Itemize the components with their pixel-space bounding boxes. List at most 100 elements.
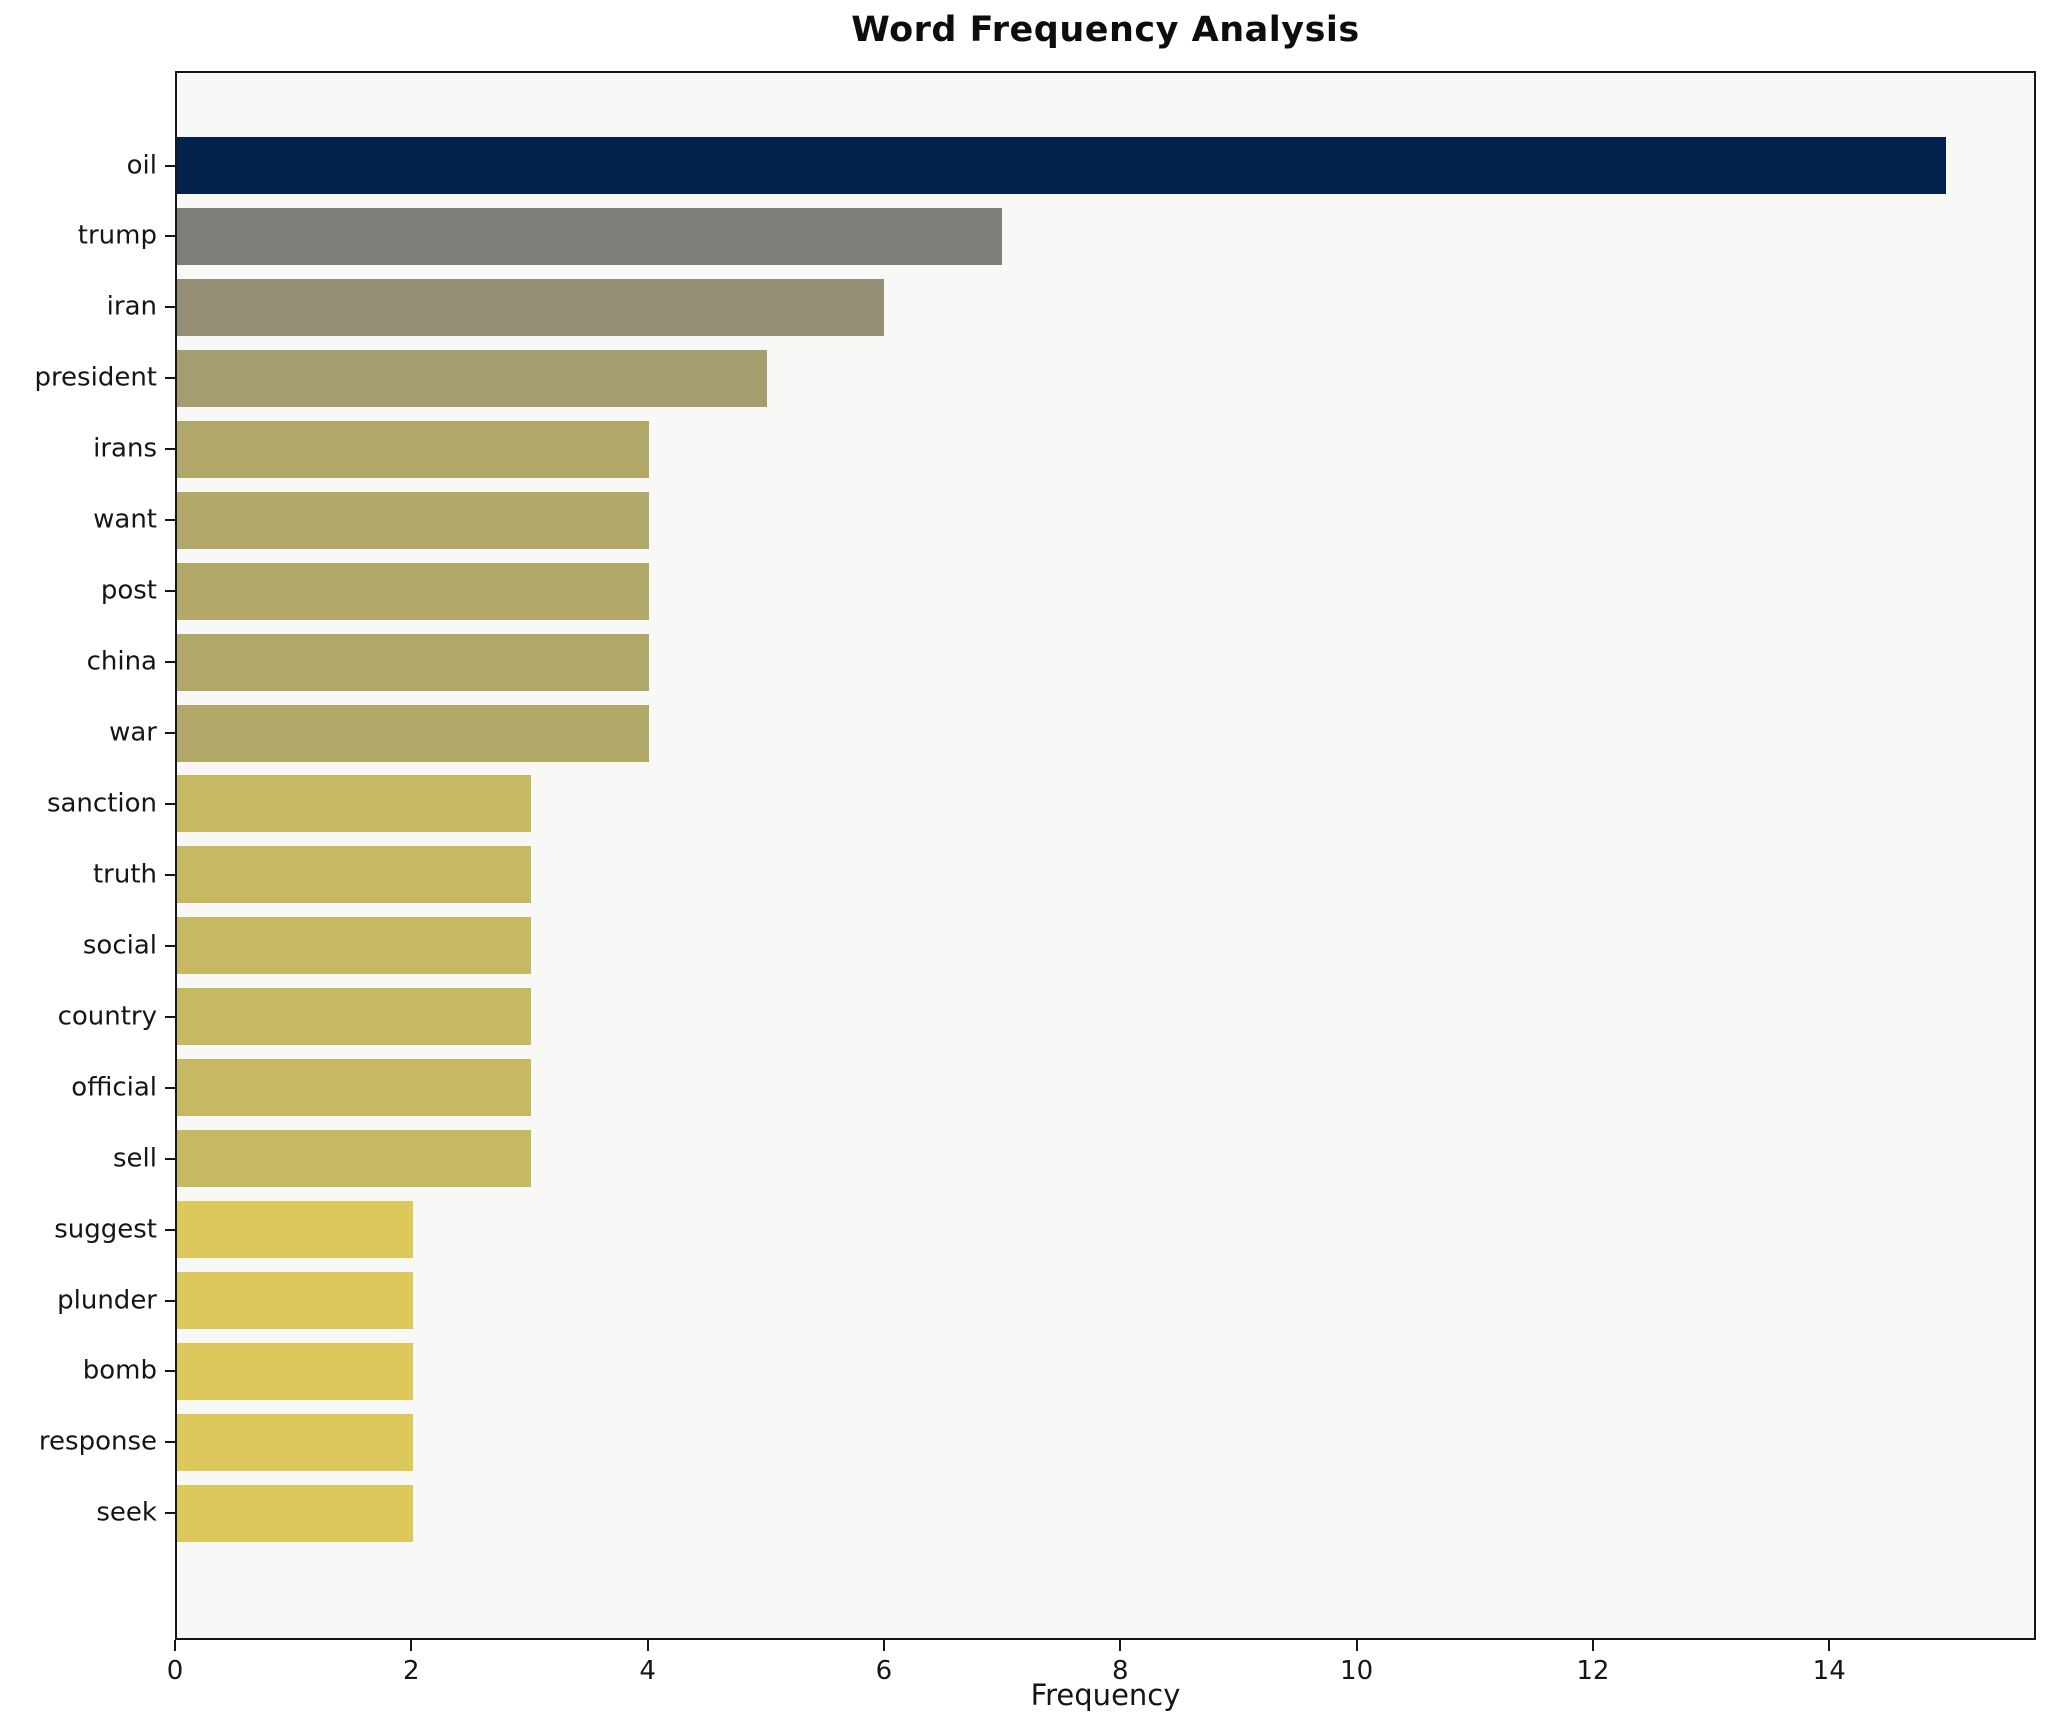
frequency-bar xyxy=(177,420,649,478)
x-axis-tick-label: 0 xyxy=(166,1656,184,1686)
y-axis-tick-mark xyxy=(165,1441,175,1444)
y-axis-tick-mark xyxy=(165,1299,175,1302)
y-axis-category-label: sanction xyxy=(46,788,157,819)
y-axis-category-label: plunder xyxy=(57,1284,157,1315)
y-axis-tick-mark xyxy=(165,590,175,593)
x-axis-tick-label: 4 xyxy=(639,1656,656,1686)
bar-row: sanction xyxy=(47,775,2034,833)
y-axis-tick-mark xyxy=(165,306,175,309)
y-axis-tick-mark xyxy=(165,802,175,805)
frequency-bar xyxy=(177,1059,531,1117)
x-axis-tick-mark xyxy=(174,1640,176,1651)
y-axis-tick-mark xyxy=(165,732,175,734)
y-axis-category-label: post xyxy=(100,575,157,606)
bar-row: sell xyxy=(113,1130,2034,1188)
frequency-bar xyxy=(177,775,531,833)
bar-row: war xyxy=(109,704,2034,762)
frequency-bar xyxy=(177,988,531,1046)
y-axis-tick-mark xyxy=(165,661,175,664)
frequency-bar xyxy=(177,349,767,407)
x-axis-title: Frequency xyxy=(1030,1678,1181,1712)
bar-row: suggest xyxy=(54,1201,2034,1259)
bar-row: plunder xyxy=(57,1272,2034,1329)
x-axis-tick-label: 12 xyxy=(1576,1656,1610,1686)
y-axis-category-label: suggest xyxy=(54,1213,157,1244)
y-axis-tick-mark xyxy=(165,519,175,522)
x-axis-tick-mark xyxy=(1591,1640,1594,1651)
plot-area: oil trump iran president irans want xyxy=(34,71,2036,1640)
x-axis-tick-label: 10 xyxy=(1340,1656,1374,1686)
frequency-bar xyxy=(177,1484,413,1542)
y-axis-tick-mark xyxy=(165,944,175,947)
x-axis-tick-mark xyxy=(1828,1640,1831,1651)
frequency-bar xyxy=(177,1413,413,1471)
bar-row: president xyxy=(34,349,2034,407)
x-axis-tick-label: 14 xyxy=(1812,1656,1846,1686)
y-axis-category-label: bomb xyxy=(82,1355,157,1386)
bar-row: social xyxy=(83,917,2034,975)
bar-row: iran xyxy=(107,278,2034,336)
y-axis-tick-mark xyxy=(165,873,175,876)
frequency-bar xyxy=(177,704,649,762)
x-axis-tick-label: 2 xyxy=(403,1656,420,1686)
frequency-bar xyxy=(177,917,531,975)
y-axis-category-label: iran xyxy=(106,291,157,322)
x-axis-tick-mark xyxy=(1355,1640,1358,1651)
y-axis-tick-mark xyxy=(165,1157,175,1160)
y-axis-tick-mark xyxy=(165,1370,175,1373)
frequency-bar xyxy=(177,278,885,336)
y-axis-category-label: china xyxy=(86,646,157,677)
frequency-bar xyxy=(177,207,1003,265)
x-axis-tick-mark xyxy=(646,1640,649,1651)
bar-row: trump xyxy=(78,207,2034,265)
y-axis-category-label: oil xyxy=(126,149,157,180)
bar-rows-container: oil trump iran president irans want xyxy=(34,73,2034,1638)
chart-title: Word Frequency Analysis xyxy=(851,10,1360,50)
y-axis-tick-mark xyxy=(165,448,175,451)
y-axis-category-label: sell xyxy=(113,1143,157,1174)
y-axis-category-label: truth xyxy=(92,859,157,890)
frequency-bar xyxy=(177,846,531,904)
y-axis-tick-mark xyxy=(165,164,175,167)
bar-row: official xyxy=(71,1059,2034,1117)
frequency-bar xyxy=(177,1130,531,1188)
y-axis-category-label: war xyxy=(109,717,157,748)
frequency-bar xyxy=(177,1342,413,1400)
x-axis-tick-mark xyxy=(410,1640,413,1651)
bar-row: oil xyxy=(127,137,2034,194)
y-axis-tick-mark xyxy=(165,1015,175,1018)
y-axis-tick-mark xyxy=(165,235,175,238)
x-axis-tick-label: 6 xyxy=(875,1656,893,1686)
bar-row: irans xyxy=(93,420,2034,478)
y-axis-category-label: trump xyxy=(77,220,157,251)
y-axis-tick-mark xyxy=(165,1512,175,1515)
y-axis-tick-mark xyxy=(165,377,175,380)
y-axis-category-label: country xyxy=(57,1001,157,1032)
bar-row: post xyxy=(101,562,2034,620)
y-axis-category-label: social xyxy=(82,930,157,961)
frequency-bar xyxy=(177,633,649,691)
frequency-bar xyxy=(177,137,1946,194)
y-axis-tick-mark xyxy=(165,1228,175,1231)
x-axis-tick-mark xyxy=(882,1640,885,1651)
bar-row: country xyxy=(58,988,2034,1046)
frequency-bar xyxy=(177,1272,413,1329)
x-axis-tick-label: 8 xyxy=(1111,1656,1129,1686)
bar-row: bomb xyxy=(83,1342,2034,1400)
y-axis-category-label: want xyxy=(93,504,157,535)
frequency-bar xyxy=(177,1201,413,1259)
bar-row: seek xyxy=(96,1484,2034,1542)
y-axis-tick-mark xyxy=(165,1086,175,1089)
frequency-bar xyxy=(177,562,649,620)
y-axis-category-label: official xyxy=(71,1072,157,1103)
y-axis-category-label: president xyxy=(34,362,157,393)
y-axis-category-label: seek xyxy=(96,1497,157,1528)
bar-row: response xyxy=(39,1413,2034,1471)
frequency-bar xyxy=(177,491,649,549)
y-axis-category-label: response xyxy=(38,1426,157,1457)
y-axis-category-label: irans xyxy=(93,433,157,464)
bar-row: china xyxy=(87,633,2034,691)
x-axis-tick-mark xyxy=(1119,1640,1122,1651)
bar-row: want xyxy=(93,491,2034,549)
